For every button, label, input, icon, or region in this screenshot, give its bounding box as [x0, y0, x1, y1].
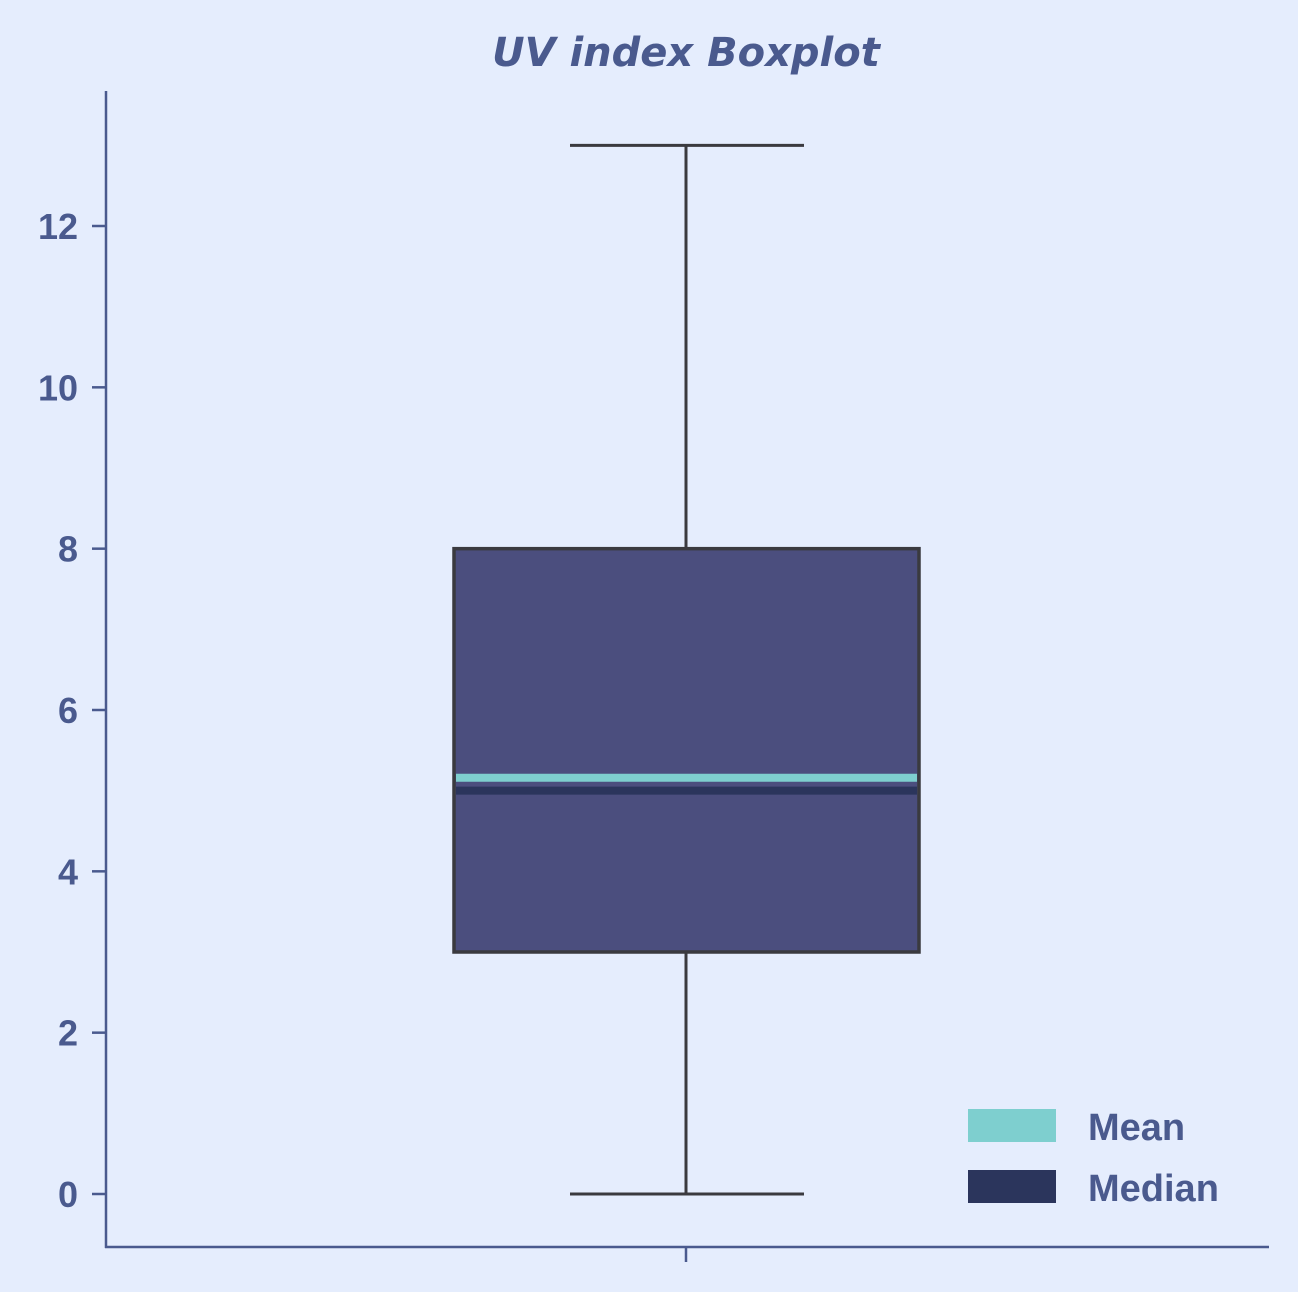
iqr-box [452, 546, 921, 954]
legend-swatch-mean [968, 1109, 1056, 1142]
y-tick-label: 6 [58, 690, 78, 731]
box-plot [452, 143, 921, 1196]
y-axis-ticks: 0 2 4 6 8 10 12 [38, 206, 106, 1215]
legend: Mean Median [968, 1107, 1219, 1210]
y-tick-label: 4 [58, 851, 78, 892]
chart-title: UV index Boxplot [492, 30, 882, 76]
legend-label-mean: Mean [1088, 1107, 1185, 1149]
legend-label-median: Median [1088, 1168, 1219, 1210]
legend-swatch-median [968, 1170, 1056, 1203]
y-tick-label: 10 [38, 367, 78, 408]
y-tick-label: 12 [38, 206, 78, 247]
axes: 0 2 4 6 8 10 12 [38, 91, 1269, 1262]
y-tick-label: 0 [58, 1174, 78, 1215]
y-tick-label: 8 [58, 529, 78, 570]
y-tick-label: 2 [58, 1013, 78, 1054]
